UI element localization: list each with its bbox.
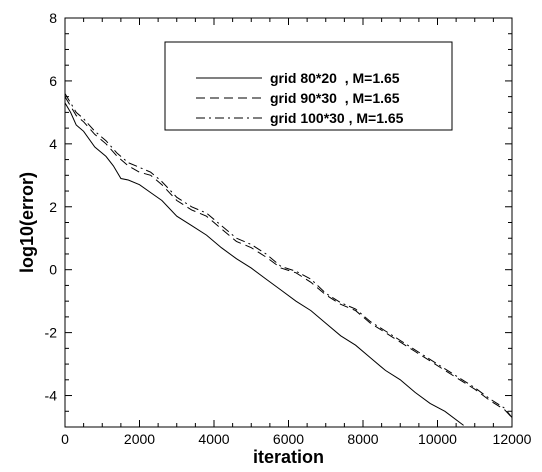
x-tick-label: 12000 — [493, 431, 532, 447]
x-tick-label: 10000 — [418, 431, 457, 447]
x-tick-label: 4000 — [198, 431, 229, 447]
y-tick-label: 2 — [49, 199, 57, 215]
series-layer — [65, 93, 512, 426]
y-tick-label: -4 — [45, 388, 58, 404]
series-line-2 — [65, 96, 512, 418]
y-tick-label: 8 — [49, 10, 57, 26]
legend-label-3: grid 100*30 , M=1.65 — [270, 110, 404, 126]
legend-box — [164, 41, 453, 131]
legend: grid 80*20 , M=1.65 grid 90*30 , M=1.65 gr… — [164, 41, 453, 131]
y-axis-ticks: -4 -2 0 2 4 6 8 — [45, 10, 512, 428]
series-line-1 — [65, 102, 464, 426]
legend-items: grid 80*20 , M=1.65 grid 90*30 , M=1.65 gr… — [196, 70, 404, 126]
y-tick-label: 6 — [49, 73, 57, 89]
y-tick-label: 4 — [49, 136, 57, 152]
x-tick-label: 2000 — [124, 431, 155, 447]
y-axis-label: log10(error) — [17, 172, 37, 273]
x-axis-ticks: 0 2000 4000 6000 8000 10000 12000 — [61, 18, 532, 447]
y-tick-label: 0 — [49, 262, 57, 278]
x-tick-label: 0 — [61, 431, 69, 447]
x-axis-label: iteration — [253, 447, 324, 467]
y-tick-label: -2 — [45, 325, 58, 341]
legend-label-1: grid 80*20 , M=1.65 — [270, 70, 400, 86]
plot-area: 0 2000 4000 6000 8000 10000 12000 -4 -2 0 2 4 6 8 — [45, 10, 532, 447]
x-tick-label: 6000 — [273, 431, 304, 447]
legend-label-2: grid 90*30 , M=1.65 — [270, 90, 400, 106]
x-tick-label: 8000 — [347, 431, 378, 447]
series-line-3 — [65, 93, 512, 418]
